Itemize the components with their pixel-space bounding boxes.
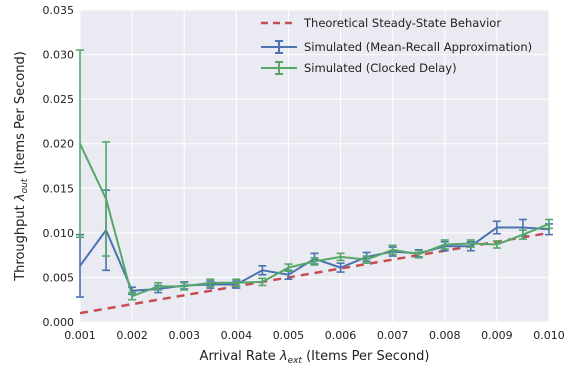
- x-axis-label: Arrival Rate λext (Items Per Second): [200, 349, 430, 366]
- errbar-clocked-1: [102, 141, 111, 257]
- y-tick-label-3: 0.015: [43, 182, 75, 195]
- y-axis-label-prefix: Throughput: [13, 201, 28, 282]
- x-tick-label-5: 0.006: [325, 329, 357, 342]
- errbar-mean-recall-16: [492, 220, 501, 235]
- legend-label-mean-recall: Simulated (Mean-Recall Approximation): [304, 40, 532, 54]
- x-tick-label-0: 0.001: [64, 329, 96, 342]
- y-axis-label-symbol: λ: [13, 193, 28, 202]
- errbar-mean-recall-10: [336, 262, 345, 273]
- y-axis-label-suffix: (Items Per Second): [13, 51, 28, 178]
- errbar-clocked-17: [518, 229, 527, 240]
- x-tick-label-6: 0.007: [377, 329, 409, 342]
- legend: Theoretical Steady-State Behavior Simula…: [261, 16, 532, 75]
- y-axis-ticks: 0.000 0.005 0.010 0.015 0.020 0.025 0.030 0.035: [43, 4, 75, 329]
- errbar-clocked-14: [440, 239, 449, 250]
- y-axis-label: Throughput λout (Items Per Second): [13, 51, 30, 282]
- errbar-clocked-18: [545, 218, 553, 230]
- errbar-clocked-2: [128, 291, 137, 301]
- y-tick-label-2: 0.010: [43, 227, 75, 240]
- errbar-clocked-4: [180, 281, 189, 291]
- legend-label-clocked: Simulated (Clocked Delay): [304, 61, 457, 75]
- x-tick-label-8: 0.009: [481, 329, 513, 342]
- errbar-clocked-9: [310, 257, 319, 266]
- x-axis-label-suffix: (Items Per Second): [302, 349, 429, 364]
- x-tick-label-2: 0.003: [168, 329, 200, 342]
- x-axis-label-subscript: ext: [288, 356, 303, 366]
- y-axis-label-subscript: out: [20, 178, 30, 193]
- errbar-clocked-7: [258, 277, 267, 287]
- y-tick-label-4: 0.020: [43, 138, 75, 151]
- errbar-clocked-13: [414, 249, 423, 259]
- x-tick-label-7: 0.008: [429, 329, 461, 342]
- x-axis-label-symbol: λ: [279, 349, 288, 364]
- y-tick-label-0: 0.000: [43, 316, 75, 329]
- legend-label-theory: Theoretical Steady-State Behavior: [303, 16, 501, 30]
- errbar-clocked-10: [336, 252, 345, 262]
- x-tick-label-9: 0.010: [533, 329, 565, 342]
- y-tick-label-5: 0.025: [43, 93, 75, 106]
- x-axis-ticks: 0.001 0.002 0.003 0.004 0.005 0.006 0.007 0.008…: [64, 329, 565, 342]
- errbar-clocked-11: [362, 255, 371, 264]
- errbar-clocked-15: [466, 239, 475, 248]
- errbar-clocked-16: [492, 240, 501, 249]
- errbar-clocked-5: [206, 278, 215, 288]
- series-layer: [76, 49, 553, 315]
- x-axis-label-prefix: Arrival Rate: [200, 349, 280, 364]
- y-tick-label-6: 0.030: [43, 49, 75, 62]
- y-tick-label-7: 0.035: [43, 4, 75, 17]
- errbar-clocked-12: [388, 244, 397, 256]
- errbar-mean-recall-7: [258, 265, 267, 276]
- errbar-clocked-8: [284, 263, 293, 272]
- errbar-clocked-3: [154, 281, 163, 291]
- x-tick-label-3: 0.004: [221, 329, 253, 342]
- errbar-clocked-0: [76, 49, 84, 239]
- errbar-clocked-6: [232, 278, 241, 288]
- x-tick-label-4: 0.005: [273, 329, 305, 342]
- y-tick-label-1: 0.005: [43, 271, 75, 284]
- plot-background: [80, 10, 549, 322]
- x-tick-label-1: 0.002: [116, 329, 148, 342]
